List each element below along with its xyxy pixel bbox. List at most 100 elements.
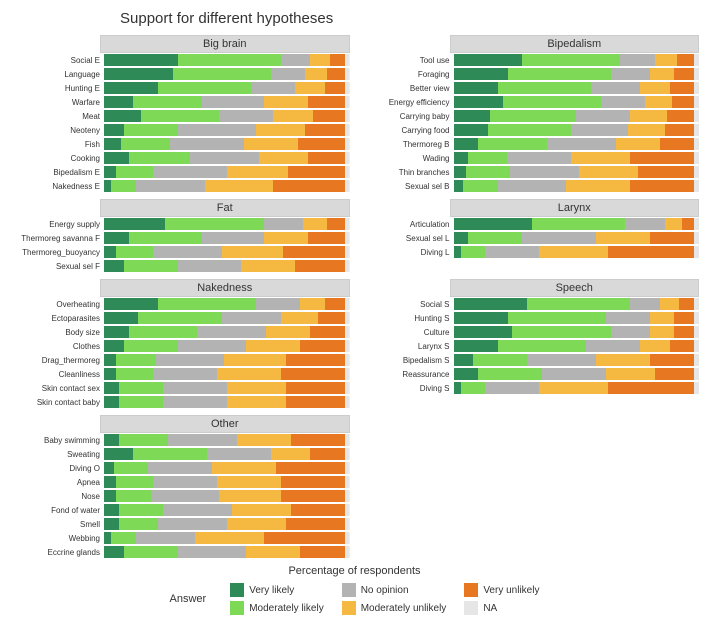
row-label: Overheating bbox=[10, 300, 104, 309]
bar-segment bbox=[251, 82, 295, 94]
bar-row: Social E bbox=[10, 54, 350, 66]
bar-segment bbox=[682, 218, 694, 230]
bar-segment bbox=[283, 246, 344, 258]
bar-segment bbox=[325, 82, 345, 94]
bar-segment bbox=[547, 138, 616, 150]
bar-segment bbox=[454, 298, 528, 310]
bar-segment bbox=[454, 368, 479, 380]
bar-segment bbox=[510, 166, 579, 178]
row-label: Smell bbox=[10, 520, 104, 529]
stacked-bar bbox=[454, 298, 700, 310]
bar-segment bbox=[104, 546, 124, 558]
row-label: Hunting E bbox=[10, 84, 104, 93]
bar-segment bbox=[286, 518, 345, 530]
bar-segment bbox=[153, 476, 217, 488]
bar-segment bbox=[288, 166, 344, 178]
bar-segment bbox=[300, 298, 325, 310]
bar-segment bbox=[345, 434, 350, 446]
stacked-bar bbox=[454, 96, 700, 108]
stacked-bar bbox=[104, 218, 350, 230]
bar-row: Nose bbox=[10, 490, 350, 502]
bar-row: Diving O bbox=[10, 462, 350, 474]
bar-segment bbox=[281, 476, 345, 488]
row-label: Wading bbox=[360, 154, 454, 163]
bar-segment bbox=[291, 504, 345, 516]
bar-row: Fond of water bbox=[10, 504, 350, 516]
bar-segment bbox=[694, 152, 699, 164]
bar-segment bbox=[345, 246, 350, 258]
bar-segment bbox=[694, 382, 699, 394]
row-label: Sexual sel B bbox=[360, 182, 454, 191]
bar-row: Hunting S bbox=[360, 312, 700, 324]
bar-segment bbox=[461, 382, 486, 394]
stacked-bar bbox=[454, 180, 700, 192]
panel-other: OtherBaby swimmingSweatingDiving OApneaN… bbox=[10, 415, 350, 559]
bar-segment bbox=[345, 54, 350, 66]
bar-segment bbox=[694, 326, 699, 338]
bar-segment bbox=[212, 462, 276, 474]
bar-segment bbox=[104, 246, 116, 258]
bar-segment bbox=[138, 312, 221, 324]
bar-segment bbox=[345, 340, 350, 352]
stacked-bar bbox=[104, 326, 350, 338]
bar-row: Drag_thermoreg bbox=[10, 354, 350, 366]
row-label: Diving S bbox=[360, 384, 454, 393]
bar-segment bbox=[527, 354, 596, 366]
bar-segment bbox=[264, 532, 345, 544]
bar-segment bbox=[345, 138, 350, 150]
bar-segment bbox=[104, 368, 116, 380]
legend-label: No opinion bbox=[361, 585, 409, 596]
bar-segment bbox=[345, 110, 350, 122]
row-label: Sweating bbox=[10, 450, 104, 459]
row-label: Nakedness E bbox=[10, 182, 104, 191]
bar-segment bbox=[345, 96, 350, 108]
bar-segment bbox=[104, 68, 173, 80]
bar-row: Reassurance bbox=[360, 368, 700, 380]
stacked-bar bbox=[104, 152, 350, 164]
bar-segment bbox=[104, 434, 119, 446]
bar-segment bbox=[522, 54, 620, 66]
bar-row: Apnea bbox=[10, 476, 350, 488]
stacked-bar bbox=[454, 340, 700, 352]
bar-segment bbox=[224, 354, 285, 366]
bar-segment bbox=[508, 68, 611, 80]
bar-segment bbox=[345, 326, 350, 338]
bar-segment bbox=[173, 68, 271, 80]
bar-segment bbox=[488, 124, 571, 136]
bar-segment bbox=[630, 152, 694, 164]
stacked-bar bbox=[454, 368, 700, 380]
bar-segment bbox=[151, 490, 220, 502]
bar-segment bbox=[308, 96, 345, 108]
bar-row: Webbing bbox=[10, 532, 350, 544]
row-label: Fish bbox=[10, 140, 104, 149]
bar-segment bbox=[197, 326, 266, 338]
bar-segment bbox=[679, 298, 694, 310]
bar-segment bbox=[454, 166, 466, 178]
legend-item: Moderately unlikely bbox=[342, 601, 447, 615]
bar-segment bbox=[116, 476, 153, 488]
row-label: Drag_thermoreg bbox=[10, 356, 104, 365]
bar-segment bbox=[498, 180, 567, 192]
bar-segment bbox=[111, 180, 136, 192]
bar-row: Thin branches bbox=[360, 166, 700, 178]
stacked-bar bbox=[104, 476, 350, 488]
bar-row: Social S bbox=[360, 298, 700, 310]
bar-segment bbox=[591, 82, 640, 94]
bar-segment bbox=[178, 54, 281, 66]
bar-segment bbox=[190, 152, 259, 164]
bar-segment bbox=[645, 96, 672, 108]
panel-larynx: LarynxArticulationSexual sel LDiving L bbox=[360, 199, 700, 273]
bar-segment bbox=[650, 354, 694, 366]
row-label: Bipedalism E bbox=[10, 168, 104, 177]
bar-row: Skin contact baby bbox=[10, 396, 350, 408]
stacked-bar bbox=[104, 54, 350, 66]
bar-segment bbox=[264, 232, 308, 244]
bar-row: Cooking bbox=[10, 152, 350, 164]
bar-segment bbox=[345, 232, 350, 244]
bar-segment bbox=[119, 504, 163, 516]
bar-segment bbox=[104, 138, 121, 150]
legend-swatch bbox=[342, 583, 356, 597]
row-label: Reassurance bbox=[360, 370, 454, 379]
panel-header: Big brain bbox=[100, 35, 350, 53]
bar-row: Thermoreg_buoyancy bbox=[10, 246, 350, 258]
